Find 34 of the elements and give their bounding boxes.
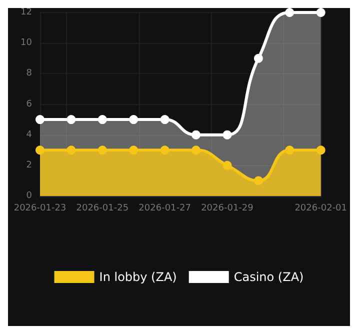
point <box>129 146 138 155</box>
point <box>222 160 232 170</box>
point <box>36 115 44 124</box>
point <box>66 146 76 155</box>
point <box>316 146 326 155</box>
point <box>98 146 107 155</box>
point <box>160 115 170 124</box>
x-tick-label: 2026-01-29 <box>201 204 254 214</box>
point <box>254 176 263 186</box>
point <box>254 54 263 63</box>
point <box>285 146 294 155</box>
y-tick-label: 10 <box>20 38 32 48</box>
y-tick-label: 2 <box>26 160 32 170</box>
legend-label: In lobby (ZA) <box>99 270 177 284</box>
point <box>222 130 232 140</box>
y-tick-label: 4 <box>26 130 32 140</box>
point <box>192 130 201 140</box>
x-tick-label: 2026-01-25 <box>76 204 129 214</box>
y-tick-label: 6 <box>26 99 32 110</box>
y-tick-label: 0 <box>26 191 32 201</box>
point <box>66 115 76 124</box>
x-tick-label: 2026-02-01 <box>294 204 348 214</box>
point <box>98 115 107 124</box>
y-tick-label: 8 <box>26 68 32 79</box>
y-tick-label: 12 <box>20 8 32 18</box>
point <box>285 8 294 17</box>
x-tick-label: 2026-01-23 <box>14 204 66 214</box>
legend-label: Casino (ZA) <box>234 270 304 284</box>
x-tick-label: 2026-01-27 <box>138 204 191 214</box>
point <box>316 8 326 17</box>
point <box>129 115 138 124</box>
point <box>160 146 170 155</box>
point <box>36 146 44 155</box>
point <box>192 146 201 155</box>
